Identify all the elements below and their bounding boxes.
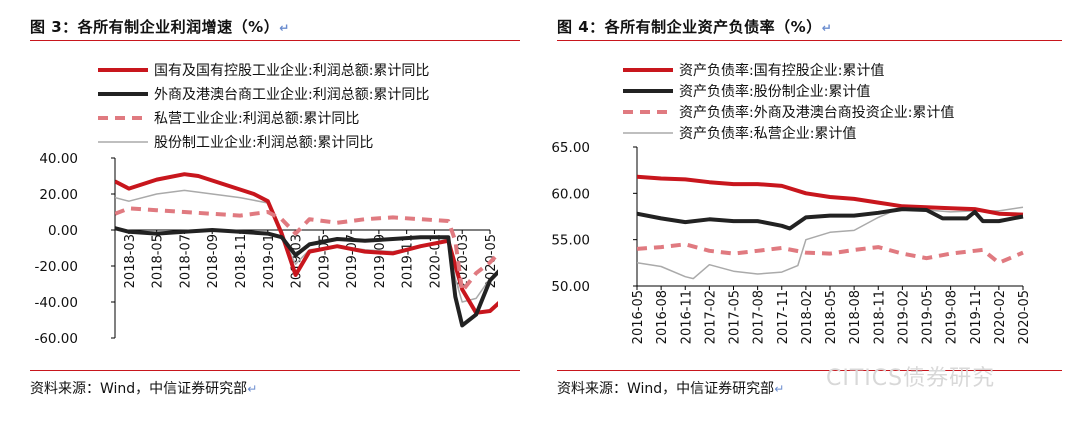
return-mark: ↵ — [279, 21, 290, 35]
legend-label-3: 资产负债率:私营企业:累计值 — [679, 125, 856, 142]
series-line-2 — [115, 206, 498, 294]
legend-label-2: 资产负债率:外商及港澳台商投资企业:累计值 — [679, 104, 954, 121]
figure-4-chart: 资产负债率:国有控股企业:累计值资产负债率:股份制企业:累计值资产负债率:外商及… — [551, 62, 1032, 344]
figure-3-title-text: 图 3：各所有制企业利润增速（%） — [30, 18, 280, 36]
x-tick-label: 2018-02 — [800, 290, 815, 344]
x-tick-label: 2019-03 — [290, 234, 305, 288]
x-tick-label: 2019-09 — [373, 234, 388, 288]
figure-3-source-text: 资料来源：Wind，中信证券研究部 — [30, 381, 248, 397]
x-tick-label: 2018-05 — [824, 290, 839, 344]
figure-3-chart: 国有及国有控股工业企业:利润总额:累计同比外商及港澳台商工业企业:利润总额:累计… — [34, 62, 499, 347]
x-tick-label: 2018-11 — [234, 234, 249, 288]
return-mark: ↵ — [821, 21, 833, 35]
x-tick-label: 2016-08 — [655, 290, 670, 344]
x-tick-label: 2020-02 — [993, 290, 1008, 344]
legend-label-1: 外商及港澳台商工业企业:利润总额:累计同比 — [154, 86, 429, 103]
x-tick-label: 2019-01 — [262, 234, 277, 288]
y-tick-label: -40.00 — [34, 295, 78, 311]
x-tick-label: 2018-09 — [206, 234, 221, 288]
y-tick-label: 60.00 — [551, 186, 590, 202]
figure-3-source: 资料来源：Wind，中信证券研究部↵ — [30, 378, 257, 398]
figure-3-title: 图 3：各所有制企业利润增速（%）↵ — [30, 16, 290, 37]
y-tick-label: 55.00 — [551, 233, 590, 249]
figure-3-bottom-rule — [30, 370, 520, 371]
return-mark: ↵ — [247, 382, 258, 396]
y-tick-label: 65.00 — [551, 140, 590, 156]
watermark: CITICS债券研究 — [826, 366, 996, 391]
y-tick-label: 20.00 — [39, 187, 78, 203]
y-tick-label: -60.00 — [34, 331, 78, 347]
legend-label-1: 资产负债率:股份制企业:累计值 — [679, 83, 870, 100]
legend-label-0: 资产负债率:国有控股企业:累计值 — [679, 62, 884, 79]
figure-4-source: 资料来源：Wind，中信证券研究部↵ — [557, 378, 784, 398]
figure-4-title: 图 4：各所有制企业资产负债率（%）↵ — [557, 16, 832, 37]
x-tick-label: 2018-03 — [123, 234, 138, 288]
legend-label-0: 国有及国有控股工业企业:利润总额:累计同比 — [154, 62, 429, 79]
figure-4-top-rule — [557, 40, 1062, 41]
figure-4-title-text: 图 4：各所有制企业资产负债率（%） — [557, 18, 822, 36]
figure-3-top-rule — [30, 40, 520, 41]
y-tick-label: 0.00 — [48, 223, 78, 239]
x-tick-label: 2019-02 — [896, 290, 911, 344]
x-tick-label: 2019-11 — [969, 290, 984, 344]
x-tick-label: 2019-08 — [945, 290, 960, 344]
x-tick-label: 2020-05 — [1017, 290, 1032, 344]
x-tick-label: 2018-05 — [151, 234, 166, 288]
x-tick-label: 2016-05 — [631, 290, 646, 344]
series-line-2 — [637, 242, 1024, 265]
legend-label-2: 私营工业企业:利润总额:累计同比 — [154, 110, 359, 127]
figure-3-panel: 图 3：各所有制企业利润增速（%）↵ 国有及国有控股工业企业:利润总额:累计同比… — [30, 16, 520, 398]
y-tick-label: 50.00 — [551, 279, 590, 295]
x-tick-label: 2018-08 — [848, 290, 863, 344]
x-tick-label: 2016-11 — [679, 290, 694, 344]
legend-label-3: 股份制工业企业:利润总额:累计同比 — [154, 134, 373, 151]
x-tick-label: 2020-01 — [428, 234, 443, 288]
x-tick-label: 2017-02 — [703, 290, 718, 344]
y-tick-label: -20.00 — [34, 259, 78, 275]
x-tick-label: 2019-11 — [401, 234, 416, 288]
x-tick-label: 2017-05 — [728, 290, 743, 344]
x-tick-label: 2018-11 — [872, 290, 887, 344]
figure-4-bottom-rule — [557, 370, 1062, 371]
return-mark: ↵ — [774, 382, 785, 396]
x-tick-label: 2017-08 — [752, 290, 767, 344]
figure-4-source-text: 资料来源：Wind，中信证券研究部 — [557, 381, 775, 397]
y-tick-label: 40.00 — [39, 151, 78, 167]
x-tick-label: 2019-05 — [921, 290, 936, 344]
series-line-0 — [637, 174, 1024, 217]
x-tick-label: 2018-07 — [178, 234, 193, 288]
x-tick-label: 2017-11 — [776, 290, 791, 344]
series-line-1 — [115, 226, 498, 328]
series-line-1 — [637, 207, 1024, 231]
figure-4-panel: 图 4：各所有制企业资产负债率（%）↵ 资产负债率:国有控股企业:累计值 资产负债… — [545, 0, 1080, 422]
series-line-3 — [637, 206, 1024, 280]
